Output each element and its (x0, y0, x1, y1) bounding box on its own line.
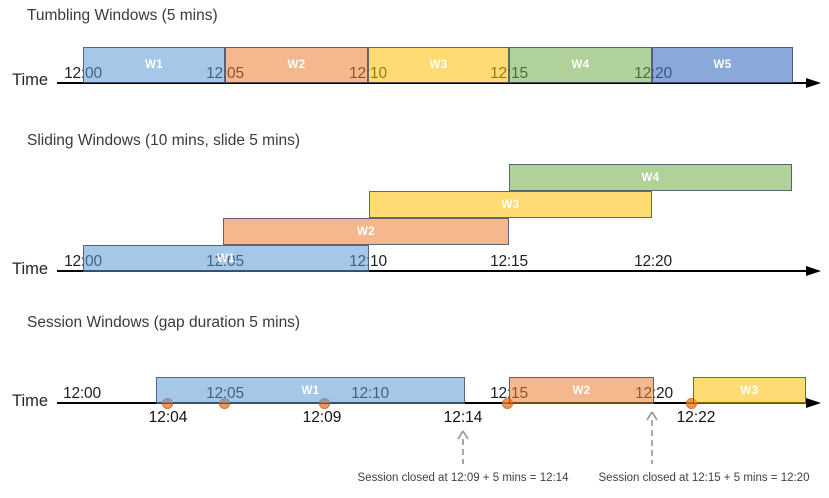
window-label: W1 (301, 384, 320, 397)
annotation-arrow-icon (646, 411, 658, 464)
time-axis-label: Time (12, 71, 49, 89)
section-title: Session Windows (gap duration 5 mins) (27, 314, 301, 331)
annotation-arrow-icon (457, 430, 469, 464)
window-label: W4 (641, 171, 660, 184)
axis-arrowhead-icon (806, 266, 821, 276)
window-label: W3 (740, 384, 759, 397)
window-bar-w1: W1 (83, 245, 369, 272)
window-bar-w2: W2 (223, 218, 509, 245)
axis-arrowhead-icon (806, 398, 821, 408)
window-bar-w4: W4 (509, 164, 792, 191)
window-label: W2 (572, 384, 591, 397)
window-bar-w4: W4 (509, 47, 652, 83)
window-label: W4 (571, 59, 590, 71)
tick-label: 12:15 (490, 253, 528, 270)
window-bar-w3: W3 (369, 191, 652, 218)
tick-label: 12:00 (63, 385, 101, 402)
window-label: W2 (287, 59, 306, 71)
session-note: Session closed at 12:09 + 5 mins = 12:14 (357, 472, 569, 484)
event-time-label: 12:14 (443, 409, 483, 426)
event-time-label: 12:09 (302, 409, 342, 426)
section-title: Sliding Windows (10 mins, slide 5 mins) (27, 132, 301, 149)
time-axis-label: Time (12, 392, 49, 410)
window-label: W2 (356, 225, 376, 238)
axis-arrowhead-icon (806, 78, 821, 88)
section-title: Tumbling Windows (5 mins) (27, 7, 218, 24)
timeline-axis (57, 82, 810, 85)
event-time-label: 12:22 (676, 409, 716, 426)
window-bar-w1: W1 (83, 47, 225, 83)
window-bar-w2: W2 (509, 377, 654, 404)
time-axis-label: Time (12, 260, 49, 278)
window-label: W3 (501, 198, 520, 211)
window-label: W3 (429, 59, 448, 71)
timeline-axis (57, 270, 810, 273)
window-bar-w3: W3 (368, 47, 509, 83)
event-dot (502, 398, 513, 409)
session-note: Session closed at 12:15 + 5 mins = 12:20 (598, 472, 810, 484)
window-bar-w3: W3 (693, 377, 806, 404)
window-label: W1 (216, 252, 236, 265)
window-bar-w2: W2 (225, 47, 368, 83)
event-time-label: 12:04 (148, 409, 188, 426)
window-bar-w1: W1 (156, 377, 465, 404)
window-label: W1 (144, 59, 164, 71)
tick-label: 12:20 (634, 253, 672, 270)
window-bar-w5: W5 (652, 47, 793, 83)
event-dot (686, 398, 697, 409)
window-label: W5 (713, 59, 732, 71)
